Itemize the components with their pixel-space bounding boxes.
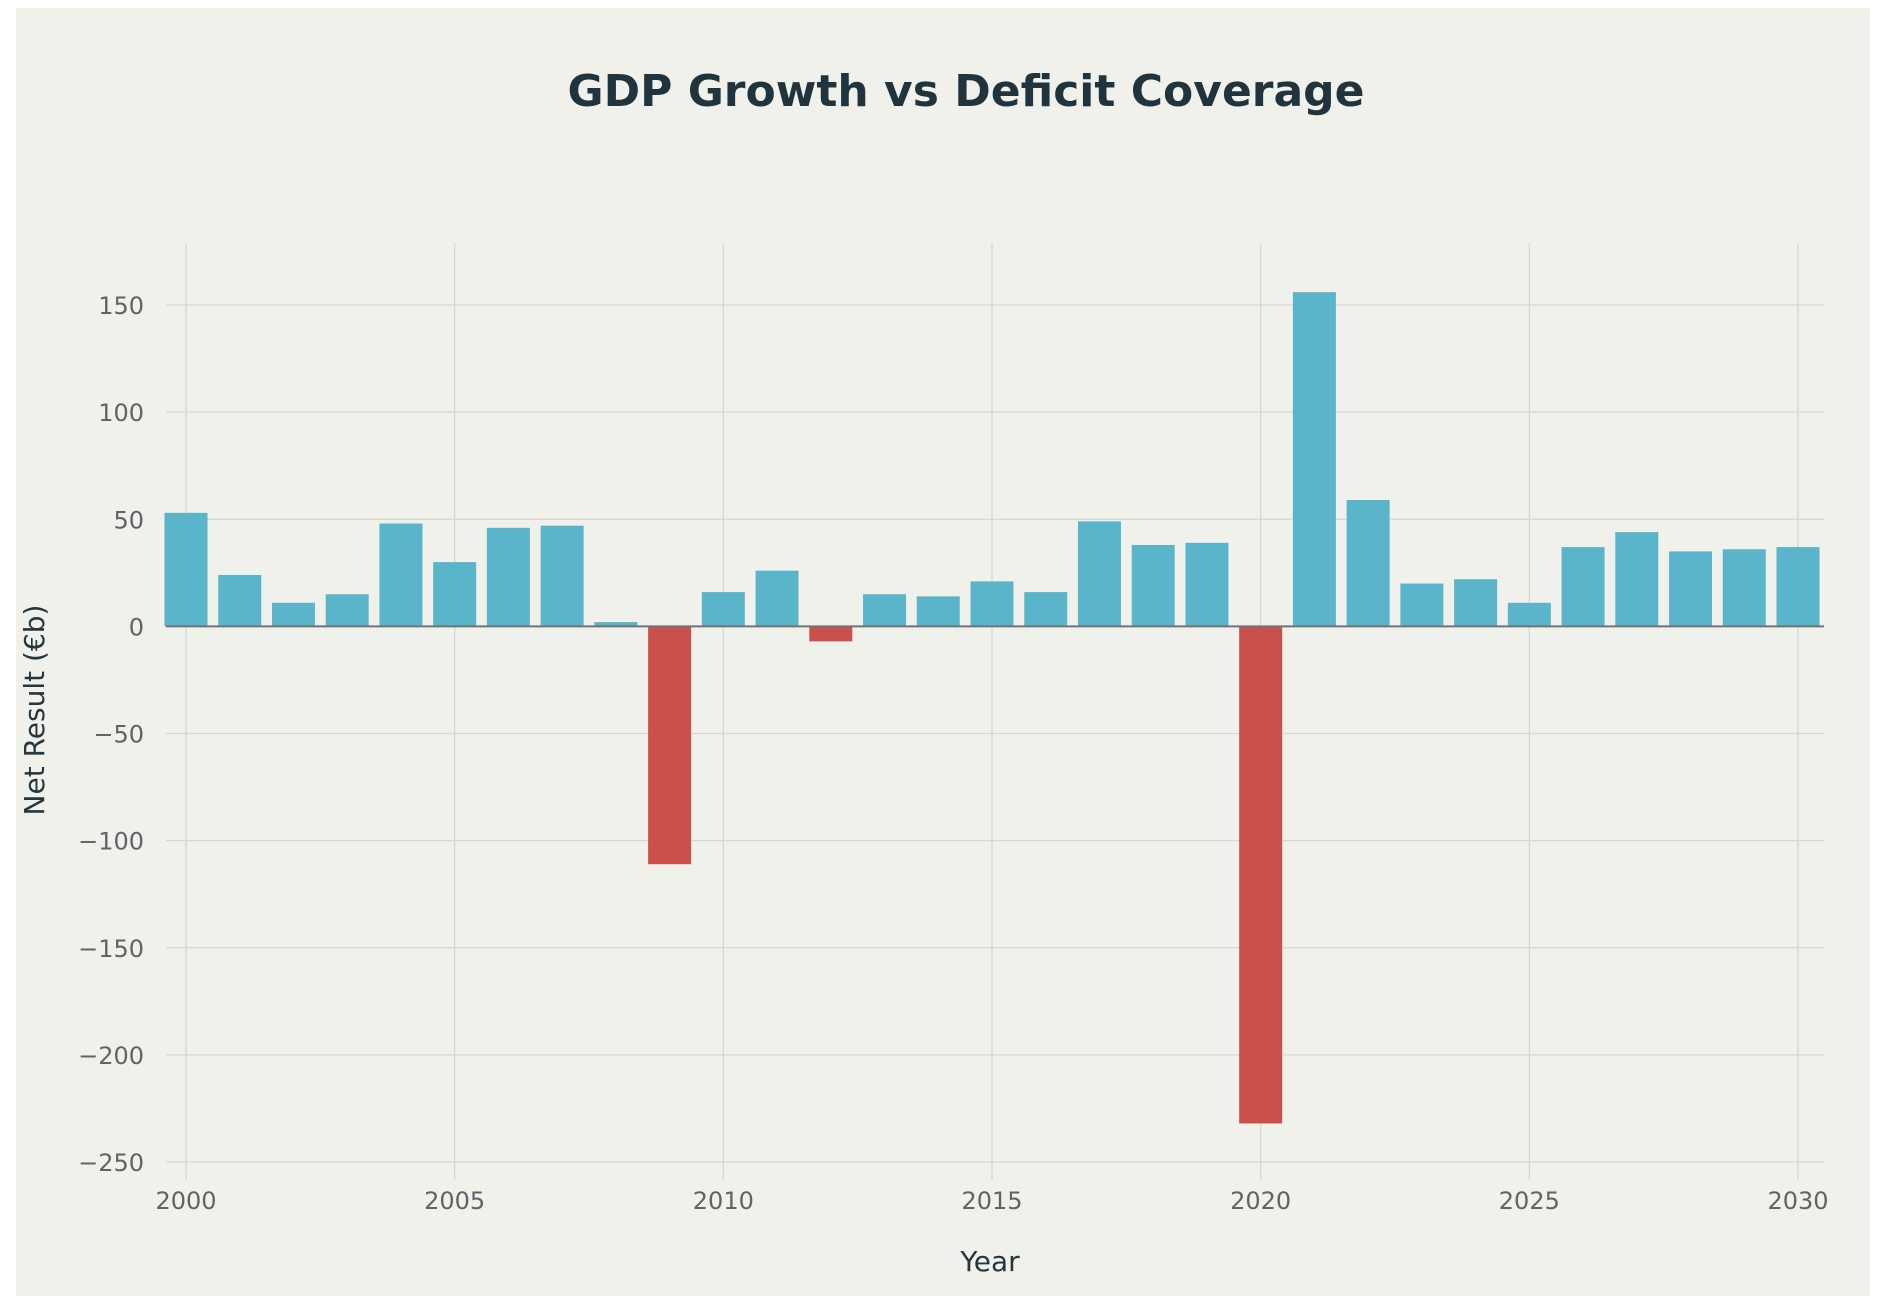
bar-2013[interactable]	[863, 594, 907, 627]
y-tick-label: −250	[78, 1149, 144, 1177]
y-tick-label: 150	[98, 292, 144, 320]
bar-2005[interactable]	[433, 562, 477, 627]
bar-2021[interactable]	[1292, 292, 1336, 627]
bar-2026[interactable]	[1561, 547, 1605, 627]
bar-2004[interactable]	[379, 523, 423, 627]
bar-2011[interactable]	[755, 570, 799, 627]
x-tick-label: 2005	[424, 1187, 485, 1215]
y-tick-label: −150	[78, 935, 144, 963]
x-axis-title: Year	[959, 1245, 1020, 1278]
x-tick-label: 2025	[1499, 1187, 1560, 1215]
bar-2015[interactable]	[970, 581, 1014, 627]
bar-2006[interactable]	[486, 527, 530, 627]
bar-2019[interactable]	[1185, 542, 1229, 627]
bar-2007[interactable]	[540, 525, 584, 627]
bar-2030[interactable]	[1776, 547, 1820, 627]
bar-2017[interactable]	[1077, 521, 1121, 627]
bar-2023[interactable]	[1400, 583, 1444, 627]
y-tick-label: −100	[78, 828, 144, 856]
bar-2025[interactable]	[1507, 602, 1551, 627]
bar-2018[interactable]	[1131, 544, 1175, 627]
bar-2008[interactable]	[594, 622, 638, 627]
chart-panel: GDP Growth vs Deficit Coverage 150 100 50 0…	[16, 8, 1870, 1296]
bar-chart: GDP Growth vs Deficit Coverage 150 100 50 0…	[18, 66, 1829, 1278]
bar-2003[interactable]	[325, 594, 369, 627]
x-tick-label: 2020	[1230, 1187, 1291, 1215]
bar-series	[164, 292, 1820, 1124]
y-tick-label: 0	[129, 613, 144, 641]
x-tick-label: 2030	[1767, 1187, 1828, 1215]
x-tick-label: 2000	[155, 1187, 216, 1215]
bar-2000[interactable]	[164, 512, 208, 627]
bar-2012[interactable]	[809, 626, 853, 642]
chart-title: GDP Growth vs Deficit Coverage	[567, 66, 1364, 117]
bar-2029[interactable]	[1722, 549, 1766, 627]
bar-2010[interactable]	[701, 592, 745, 627]
x-tick-label: 2015	[961, 1187, 1022, 1215]
y-tick-label: 100	[98, 399, 144, 427]
y-axis-ticks: 150 100 50 0 −50 −100 −150 −200 −250	[78, 292, 144, 1177]
bar-2022[interactable]	[1346, 499, 1390, 627]
bar-2016[interactable]	[1024, 592, 1068, 627]
bar-2027[interactable]	[1615, 532, 1659, 627]
bar-2009[interactable]	[648, 626, 692, 865]
y-tick-label: −50	[93, 721, 144, 749]
bar-2024[interactable]	[1454, 579, 1498, 627]
grid-layer	[166, 243, 1824, 1180]
x-axis-ticks: 2000 2005 2010 2015 2020 2025 2030	[155, 1187, 1828, 1215]
bar-2020[interactable]	[1239, 626, 1283, 1124]
bar-2028[interactable]	[1669, 551, 1713, 627]
bar-2002[interactable]	[271, 602, 315, 627]
y-tick-label: 50	[113, 506, 144, 534]
x-tick-label: 2010	[693, 1187, 754, 1215]
y-axis-title: Net Result (€b)	[18, 605, 51, 816]
bar-2014[interactable]	[916, 596, 960, 627]
y-tick-label: −200	[78, 1042, 144, 1070]
bar-2001[interactable]	[218, 574, 262, 627]
